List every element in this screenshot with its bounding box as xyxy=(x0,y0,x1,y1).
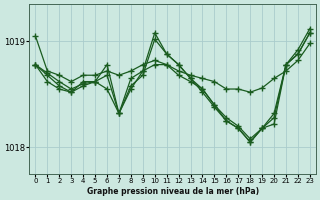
X-axis label: Graphe pression niveau de la mer (hPa): Graphe pression niveau de la mer (hPa) xyxy=(87,187,259,196)
